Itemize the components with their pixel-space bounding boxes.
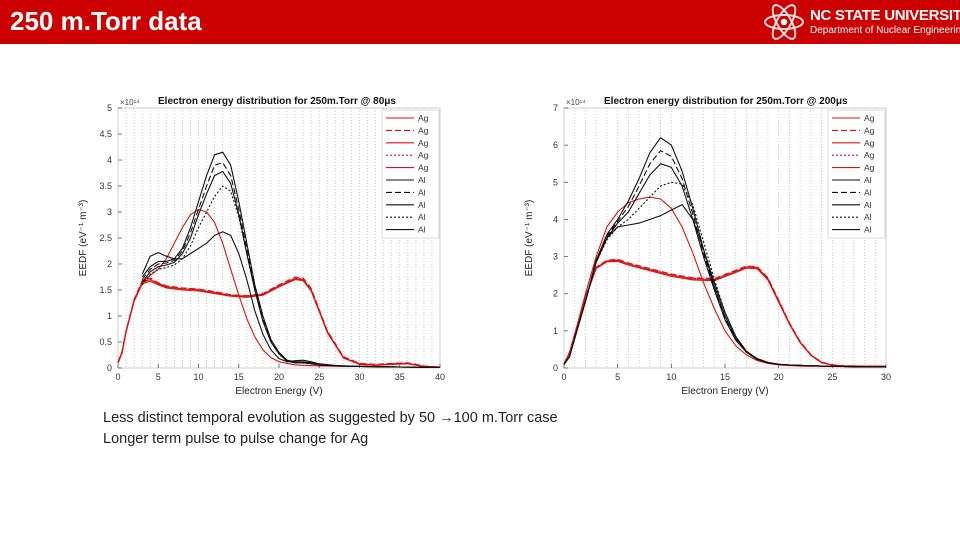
logo-name: NC STATE UNIVERSITY <box>810 7 960 24</box>
y-tick-label: 2.5 <box>99 233 112 243</box>
chart-svg: 0 5 10 15 20 25 30 35 40 0 0.5 1 1.5 2 2.5 3 3.5 4 4.5 5 ×10… <box>78 96 445 397</box>
legend-label: Ag <box>864 125 875 135</box>
series-line-ag <box>563 259 886 367</box>
series-line-ag <box>563 196 887 368</box>
legend-label: Ag <box>864 113 875 123</box>
x-axis-label: Electron Energy (V) <box>235 386 322 397</box>
x-tick-label: 10 <box>666 372 676 382</box>
x-tick-label: 30 <box>354 372 364 382</box>
y-tick-label: 0 <box>107 363 112 373</box>
legend-label: Al <box>418 175 426 185</box>
note-line: Less distinct temporal evolution as sugg… <box>103 410 558 426</box>
x-tick-label: 0 <box>561 372 566 382</box>
series-line-ag <box>117 277 441 368</box>
series-line-al <box>141 151 441 369</box>
legend-label: Ag <box>864 138 875 148</box>
series-line-ag <box>563 258 886 367</box>
y-tick-label: 1 <box>553 326 558 336</box>
series-line-al <box>563 204 886 368</box>
y-tick-label: 3.5 <box>99 181 112 191</box>
y-tick-label: 1 <box>107 311 112 321</box>
y-tick-label: 7 <box>553 103 558 113</box>
legend-box <box>827 109 886 239</box>
legend-label: Al <box>418 225 426 235</box>
x-tick-label: 30 <box>881 372 891 382</box>
y-tick-label: 0 <box>553 363 558 373</box>
legend-box <box>381 109 440 239</box>
x-tick-label: 35 <box>395 372 405 382</box>
axis-multiplier: ×10¹⁴ <box>566 98 586 107</box>
x-tick-label: 25 <box>827 372 837 382</box>
legend-label: Al <box>418 187 426 197</box>
legend-label: Al <box>418 212 426 222</box>
x-tick-label: 40 <box>435 372 445 382</box>
series-line-al <box>563 150 886 368</box>
legend-label: Al <box>864 212 872 222</box>
x-tick-label: 15 <box>720 372 730 382</box>
notes: Less distinct temporal evolution as sugg… <box>103 408 558 450</box>
y-axis-label: EEDF (eV⁻¹ m⁻³) <box>524 200 535 277</box>
eedf-chart-80us: 0 5 10 15 20 25 30 35 40 0 0.5 1 1.5 2 2.5 3 3.5 4 4.5 5 ×10… <box>70 92 470 402</box>
chart-svg: 0 5 10 15 20 25 30 0 1 2 3 4 5 6 7 ×10¹⁴ Electron energy… <box>524 96 891 397</box>
atom-icon <box>764 4 804 40</box>
y-tick-label: 1.5 <box>99 285 112 295</box>
series-line-ag <box>563 260 886 368</box>
x-tick-label: 20 <box>774 372 784 382</box>
y-tick-label: 5 <box>107 103 112 113</box>
series-line-al <box>141 231 441 369</box>
y-tick-label: 0.5 <box>99 337 112 347</box>
chart-title: Electron energy distribution for 250m.To… <box>604 96 848 107</box>
y-tick-label: 2 <box>553 289 558 299</box>
legend-label: Ag <box>418 163 429 173</box>
x-tick-label: 5 <box>615 372 620 382</box>
axis-multiplier: ×10¹⁴ <box>120 98 140 107</box>
y-tick-label: 4 <box>553 214 558 224</box>
x-tick-label: 0 <box>115 372 120 382</box>
legend-label: Ag <box>418 113 429 123</box>
legend-label: Ag <box>418 125 429 135</box>
legend-label: Al <box>864 200 872 210</box>
legend-label: Ag <box>864 150 875 160</box>
series-line-al <box>141 185 441 369</box>
x-tick-label: 20 <box>274 372 284 382</box>
legend-label: Al <box>864 225 872 235</box>
series-line-ag <box>117 208 441 369</box>
slide-title: 250 m.Torr data <box>10 6 202 36</box>
legend-label: Al <box>864 175 872 185</box>
y-tick-label: 2 <box>107 259 112 269</box>
x-tick-label: 15 <box>234 372 244 382</box>
legend-label: Ag <box>418 150 429 160</box>
y-tick-label: 6 <box>553 140 558 150</box>
x-axis-label: Electron Energy (V) <box>681 386 768 397</box>
university-logo: NC STATE UNIVERSITY Department of Nuclea… <box>762 0 960 44</box>
note-line: Longer term pulse to pulse change for Ag <box>103 431 369 447</box>
x-tick-label: 25 <box>314 372 324 382</box>
y-tick-label: 4.5 <box>99 129 112 139</box>
eedf-chart-200us: 0 5 10 15 20 25 30 0 1 2 3 4 5 6 7 ×10¹⁴ Electron energy… <box>516 92 916 402</box>
y-tick-label: 3 <box>553 252 558 262</box>
y-tick-label: 5 <box>553 177 558 187</box>
chart-title: Electron energy distribution for 250m.To… <box>158 96 396 107</box>
x-tick-label: 5 <box>156 372 161 382</box>
logo-department: Department of Nuclear Engineering <box>810 25 960 36</box>
legend-label: Ag <box>864 163 875 173</box>
legend-label: Ag <box>418 138 429 148</box>
legend-label: Al <box>864 187 872 197</box>
header-bar: 250 m.Torr data NC STATE UNIVERSITY Depa… <box>0 0 960 44</box>
y-tick-label: 3 <box>107 207 112 217</box>
legend-label: Al <box>418 200 426 210</box>
y-tick-label: 4 <box>107 155 112 165</box>
y-axis-label: EEDF (eV⁻¹ m⁻³) <box>78 200 89 277</box>
x-tick-label: 10 <box>193 372 203 382</box>
